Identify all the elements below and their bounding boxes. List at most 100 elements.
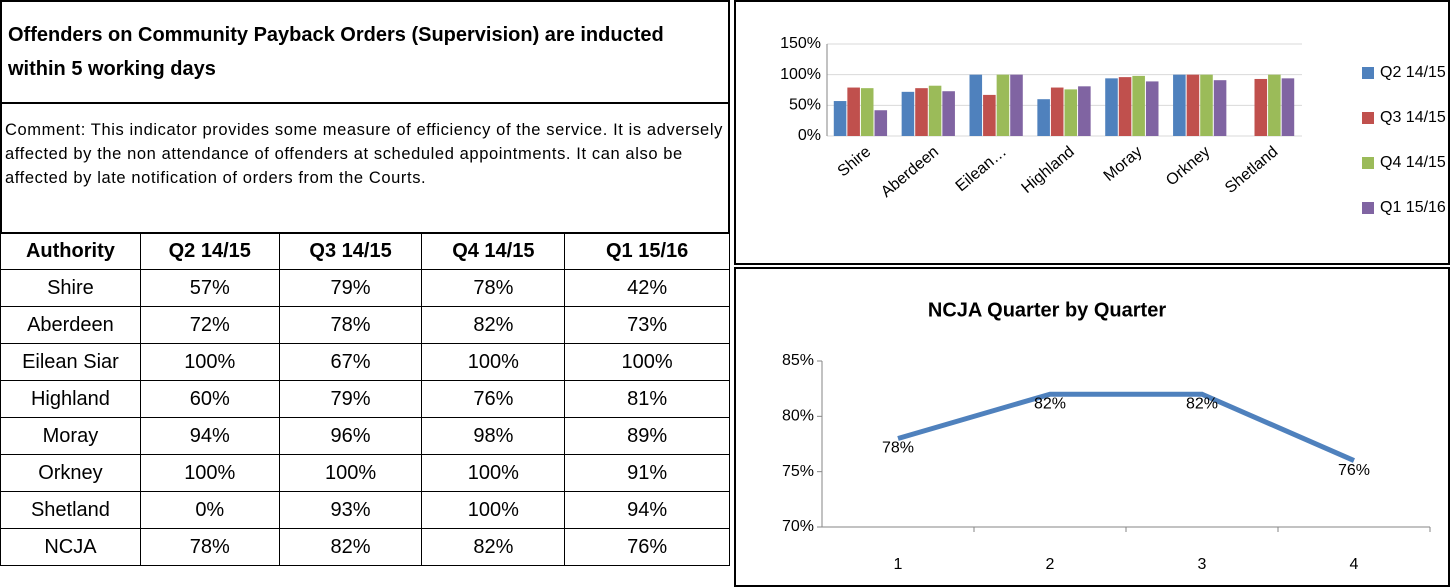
table-cell: Orkney [0,454,141,492]
table-cell: 72% [139,306,280,344]
legend-label: Q1 15/16 [1380,199,1446,216]
data-label: 82% [1034,395,1066,412]
x-tick-label: Shire [835,143,875,180]
chart-title: NCJA Quarter by Quarter [928,299,1166,321]
table-cell: 100% [139,343,280,381]
bar [915,88,928,136]
legend-label: Q3 14/15 [1380,109,1446,126]
legend-swatch [1362,112,1374,124]
table-cell: Shire [0,269,141,307]
bar [1050,87,1064,136]
x-tick-label: Highland [1018,143,1077,197]
table-cell: 94% [139,417,280,455]
bar [901,91,915,136]
bar [928,85,942,136]
bar [1254,78,1268,136]
bar [860,88,874,136]
table-cell: 100% [421,343,566,381]
table-cell: Q1 15/16 [564,232,730,270]
table-cell: 79% [278,380,423,418]
table-cell: 76% [421,380,566,418]
bar [1200,74,1213,136]
table-cell: Eilean Siar [0,343,141,381]
data-label: 82% [1186,395,1218,412]
x-tick-label: Aberdeen [878,143,942,201]
bar [1213,80,1227,136]
table-cell: 100% [564,343,730,381]
comment: Comment: This indicator provides some me… [0,102,730,234]
table-cell: Aberdeen [0,306,141,344]
table-cell: 82% [421,528,566,566]
table-cell: 79% [278,269,423,307]
table-cell: 57% [139,269,280,307]
table-row: Eilean Siar 100% 67% 100% 100% [0,343,730,381]
table-cell: Q2 14/15 [139,232,280,270]
table-cell: 98% [421,417,566,455]
table-cell: 60% [139,380,280,418]
table-cell: 89% [564,417,730,455]
bar [996,74,1010,136]
table-cell: 81% [564,380,730,418]
table-cell: 100% [421,491,566,529]
y-tick-label: 0% [798,127,821,144]
legend-swatch [1362,67,1374,79]
table-cell: 100% [139,454,280,492]
y-tick-label: 50% [789,97,821,114]
bar [1132,75,1145,136]
y-tick-label: 85% [782,352,814,369]
bar [1281,78,1295,136]
table-row: Highland 60% 79% 76% 81% [0,380,730,418]
table-cell: 100% [278,454,423,492]
table-cell: 96% [278,417,423,455]
table-cell: Shetland [0,491,141,529]
y-tick-label: 80% [782,408,814,425]
table-cell: Highland [0,380,141,418]
y-tick-label: 75% [782,463,814,480]
table-cell: 42% [564,269,730,307]
table-row: NCJA 78% 82% 82% 76% [0,528,730,566]
bar [1173,74,1186,136]
x-tick-label: Moray [1101,143,1146,185]
table-cell: Q3 14/15 [278,232,423,270]
line-chart-frame [734,267,1450,587]
x-tick-label: Eilean… [953,143,1010,195]
title: Offenders on Community Payback Orders (S… [0,0,730,104]
table-cell: 93% [278,491,423,529]
bar-chart-frame [734,0,1450,265]
table-cell: Moray [0,417,141,455]
line [897,391,1356,463]
legend-label: Q2 14/15 [1380,64,1446,81]
table-cell: 73% [564,306,730,344]
y-tick-label: 70% [782,518,814,535]
bar [1145,81,1159,136]
bar [1118,77,1132,136]
table-row: Orkney 100% 100% 100% 91% [0,454,730,492]
bar [1186,74,1200,136]
table-cell: 82% [421,306,566,344]
x-tick-label: 4 [1350,556,1359,573]
x-tick-label: 3 [1198,556,1207,573]
legend-swatch [1362,202,1374,214]
bar [833,101,847,136]
legend-label: Q4 14/15 [1380,154,1446,171]
bar [1010,74,1023,136]
bar [1064,89,1078,136]
table-row: Aberdeen 72% 78% 82% 73% [0,306,730,344]
bar [983,94,996,136]
bar [942,91,955,136]
table-cell: 0% [139,491,280,529]
table-cell: 78% [278,306,423,344]
table: Authority Q2 14/15 Q3 14/15 Q4 14/15 Q1 15/1… [0,232,730,566]
y-tick-label: 100% [780,66,821,83]
x-tick-label: Orkney [1163,143,1213,189]
table-cell: 78% [139,528,280,566]
bar [847,87,860,136]
bar [1078,86,1091,136]
bar [1268,74,1281,136]
table-row: Shire 57% 79% 78% 42% [0,269,730,307]
table-cell: 82% [278,528,423,566]
table-row: Moray 94% 96% 98% 89% [0,417,730,455]
table-cell: 76% [564,528,730,566]
bar [1105,78,1118,136]
